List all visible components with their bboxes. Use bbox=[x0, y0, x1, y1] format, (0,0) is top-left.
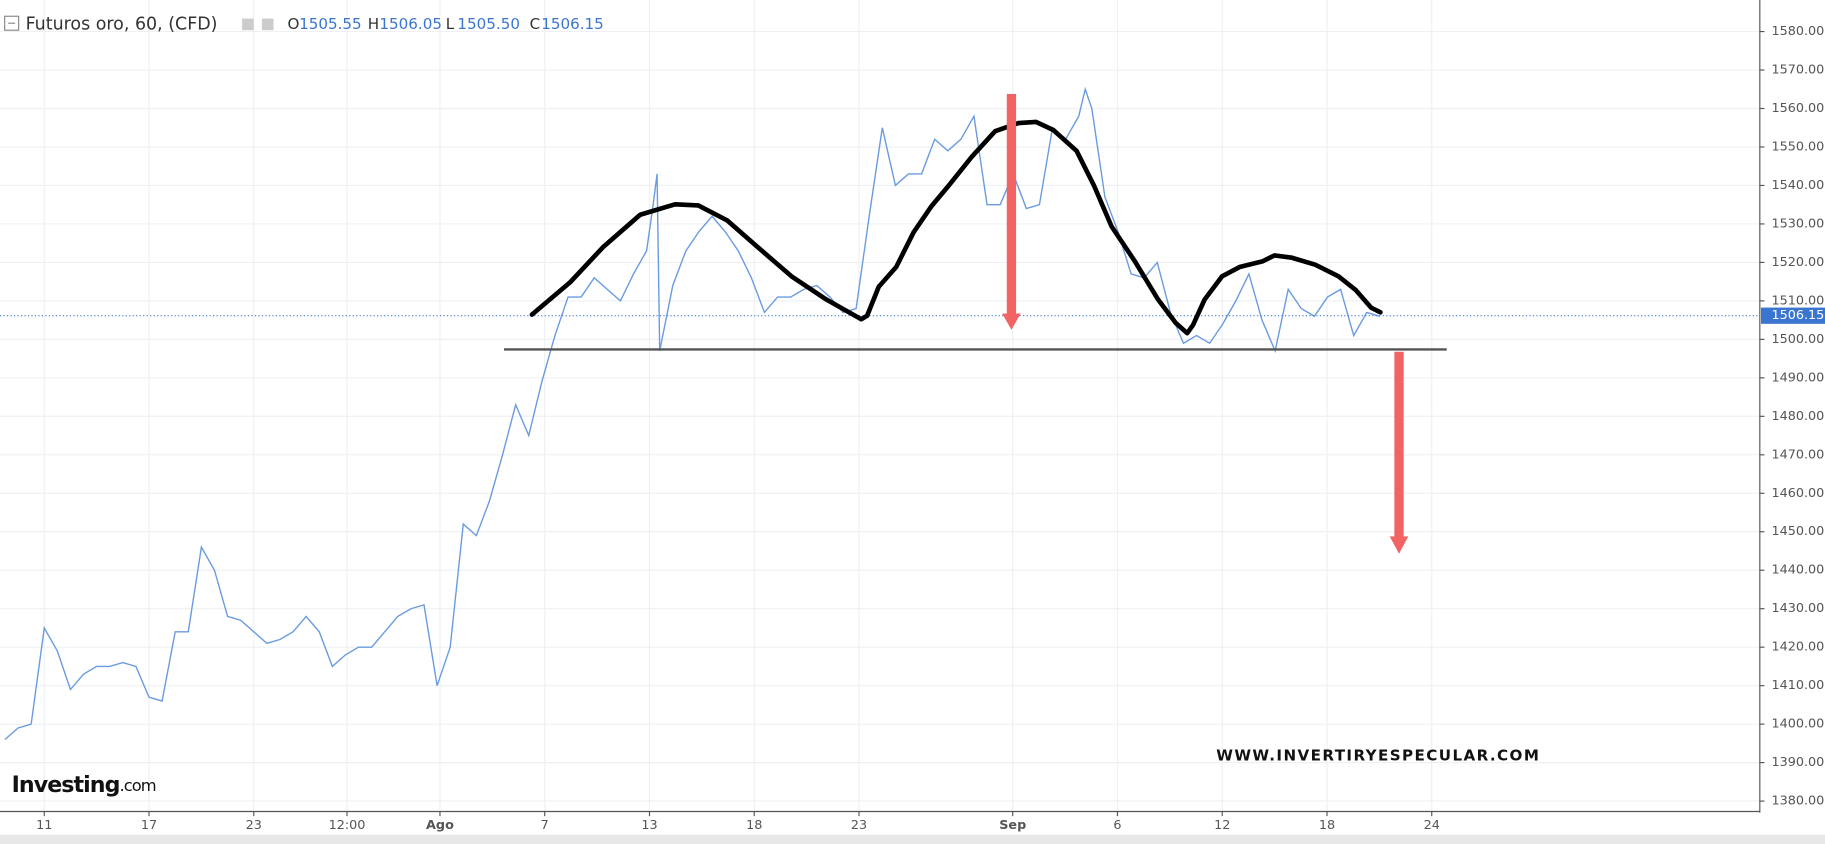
x-tick-label: 6 bbox=[1113, 818, 1121, 833]
y-tick-label: 1430.00 bbox=[1771, 601, 1824, 616]
x-tick-label: Ago bbox=[426, 818, 454, 833]
x-tick-label: 23 bbox=[851, 818, 867, 833]
ohlc-key: C bbox=[530, 15, 541, 33]
y-tick-label: 1520.00 bbox=[1771, 255, 1824, 270]
watermark: WWW.INVERTIRYESPECULAR.COM bbox=[1216, 746, 1540, 764]
x-tick-label: 11 bbox=[36, 818, 52, 833]
ohlc: O 1505.55 H 1506.05 L 1505.50 C 1506.15 bbox=[287, 15, 603, 33]
y-tick-label: 1550.00 bbox=[1771, 139, 1824, 154]
x-tick-label: Sep bbox=[999, 818, 1026, 833]
x-tick-label: 12:00 bbox=[329, 818, 366, 833]
logo-main: Investing bbox=[12, 773, 120, 798]
y-tick-label: 1390.00 bbox=[1771, 755, 1824, 770]
y-tick-label: 1460.00 bbox=[1771, 486, 1824, 501]
x-tick-label: 7 bbox=[541, 818, 549, 833]
collapse-icon[interactable] bbox=[4, 15, 20, 31]
y-tick-label: 1490.00 bbox=[1771, 370, 1824, 385]
y-tick-label: 1450.00 bbox=[1771, 524, 1824, 539]
ohlc-value: 1505.50 bbox=[457, 15, 520, 33]
y-tick-label: 1470.00 bbox=[1771, 447, 1824, 462]
x-tick-label: 18 bbox=[1319, 818, 1335, 833]
x-tick-label: 17 bbox=[141, 818, 157, 833]
y-tick-label: 1420.00 bbox=[1771, 640, 1824, 655]
last-price-label: 1506.15 bbox=[1771, 308, 1824, 323]
pattern-drawing bbox=[529, 119, 1383, 336]
y-tick-label: 1400.00 bbox=[1771, 717, 1824, 732]
x-tick-label: 12 bbox=[1214, 818, 1230, 833]
y-tick-label: 1410.00 bbox=[1771, 678, 1824, 693]
arrow-head bbox=[1389, 536, 1409, 554]
axes: 1380.00 1390.00 1400.00 1410.00 1420.00 1430.… bbox=[36, 24, 1825, 833]
y-tick-label: 1530.00 bbox=[1771, 216, 1824, 231]
ohlc-value: 1505.55 bbox=[299, 15, 362, 33]
toolbar-icon[interactable] bbox=[242, 18, 254, 31]
toolbar-icon[interactable] bbox=[261, 18, 274, 31]
y-tick-label: 1500.00 bbox=[1771, 332, 1824, 347]
x-tick-label: 18 bbox=[746, 818, 762, 833]
ohlc-value: 1506.05 bbox=[379, 15, 442, 33]
x-tick-label: 23 bbox=[246, 818, 262, 833]
x-tick-label: 24 bbox=[1424, 818, 1440, 833]
ohlc-value: 1506.15 bbox=[541, 15, 604, 33]
chart-title: Futuros oro, 60, (CFD) bbox=[26, 14, 218, 34]
logo: Investing.com bbox=[12, 773, 156, 798]
y-tick-label: 1560.00 bbox=[1771, 101, 1824, 116]
ohlc-key: H bbox=[368, 15, 379, 33]
y-tick-label: 1440.00 bbox=[1771, 563, 1824, 578]
y-tick-label: 1570.00 bbox=[1771, 63, 1824, 78]
x-tick-label: 13 bbox=[641, 818, 657, 833]
logo-suffix: .com bbox=[119, 775, 155, 794]
y-tick-label: 1540.00 bbox=[1771, 178, 1824, 193]
ohlc-key: L bbox=[446, 15, 455, 33]
y-tick-label: 1580.00 bbox=[1771, 24, 1824, 39]
toolbar bbox=[0, 834, 1825, 844]
y-tick-label: 1380.00 bbox=[1771, 794, 1824, 809]
arrow-head bbox=[1002, 313, 1021, 330]
y-tick-label: 1480.00 bbox=[1771, 409, 1824, 424]
last-price-tag bbox=[1760, 307, 1825, 324]
y-tick-label: 1510.00 bbox=[1771, 293, 1824, 308]
ohlc-key: O bbox=[287, 15, 299, 33]
